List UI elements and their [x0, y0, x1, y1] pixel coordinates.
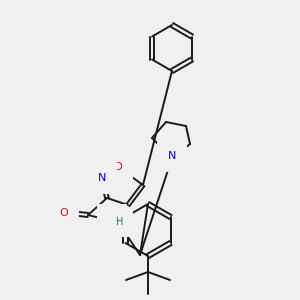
Text: N: N [98, 173, 106, 183]
Text: N: N [108, 215, 116, 225]
Text: O: O [114, 162, 122, 172]
Text: O: O [60, 208, 68, 218]
Text: H: H [116, 217, 124, 227]
Text: N: N [168, 151, 176, 161]
